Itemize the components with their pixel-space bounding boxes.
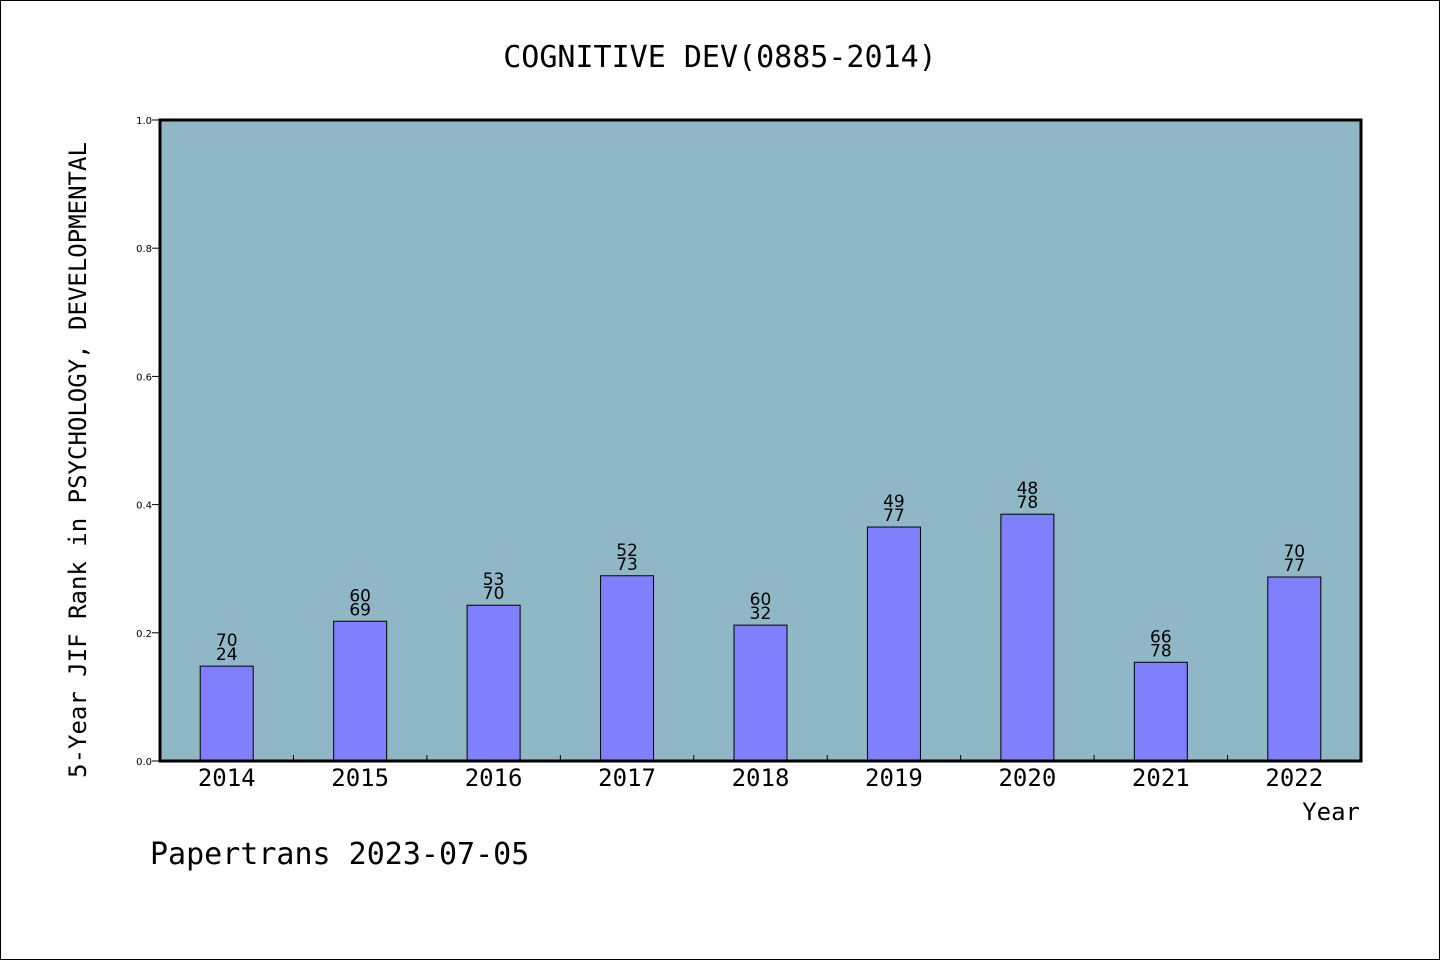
- bar-total-label: 70: [483, 584, 505, 604]
- bar-rank-label: 49: [883, 492, 905, 512]
- y-tick-label: 0.2: [136, 629, 152, 640]
- y-tick-label: 0.4: [136, 501, 152, 512]
- bar: [466, 604, 521, 762]
- chart-title: COGNITIVE DEV(0885-2014): [503, 40, 936, 75]
- y-tick-label: 0.6: [136, 372, 152, 383]
- x-tick-label: 2018: [732, 764, 790, 792]
- bar: [199, 665, 254, 762]
- bar: [866, 526, 921, 762]
- bar-total-label: 77: [883, 506, 905, 526]
- bar: [600, 575, 655, 762]
- plot-border: [158, 118, 1363, 763]
- y-tick-label: 1.0: [136, 116, 152, 127]
- bar-rank-label: 70: [1283, 542, 1305, 562]
- x-tick-label: 2020: [998, 764, 1056, 792]
- x-tick-label: 2019: [865, 764, 923, 792]
- bar-rank-label: 53: [483, 570, 505, 590]
- bar: [733, 624, 788, 762]
- x-axis: 2014 2015 2016 2017 2018 2019 2020 2021 2022: [198, 755, 1323, 792]
- y-tick-label: 0.0: [136, 757, 152, 768]
- bar: [1000, 513, 1055, 762]
- y-axis-label: 5-Year JIF Rank in PSYCHOLOGY, DEVELOPME…: [64, 142, 92, 778]
- footer-watermark: Papertrans 2023-07-05: [150, 837, 529, 872]
- bar-rank-label: 66: [1150, 627, 1172, 647]
- bar-rank-label: 52: [616, 541, 638, 561]
- bar-total-label: 69: [349, 600, 371, 620]
- bar-rank-label: 60: [750, 590, 772, 610]
- bar-total-label: 24: [216, 645, 238, 665]
- x-tick-label: 2021: [1132, 764, 1190, 792]
- bar-total-label: 73: [616, 555, 638, 575]
- bar: [1267, 576, 1322, 762]
- bar-total-label: 78: [1150, 641, 1172, 661]
- bar: [1133, 661, 1188, 762]
- x-tick-label: 2014: [198, 764, 256, 792]
- bar-rank-label: 60: [349, 586, 371, 606]
- x-tick-label: 2015: [331, 764, 389, 792]
- y-axis: 0.0 0.2 0.4 0.6 0.8 1.0: [136, 116, 160, 768]
- x-tick-label: 2017: [598, 764, 656, 792]
- x-tick-label: 2022: [1265, 764, 1323, 792]
- bar-rank-label: 48: [1017, 479, 1039, 499]
- bar-total-label: 77: [1283, 556, 1305, 576]
- bar-total-label: 32: [750, 604, 772, 624]
- bar-rank-label: 70: [216, 631, 238, 651]
- bar-total-label: 78: [1017, 493, 1039, 513]
- bar: [333, 620, 388, 762]
- y-tick-label: 0.8: [136, 244, 152, 255]
- x-axis-label: Year: [1302, 798, 1360, 826]
- x-tick-label: 2016: [465, 764, 523, 792]
